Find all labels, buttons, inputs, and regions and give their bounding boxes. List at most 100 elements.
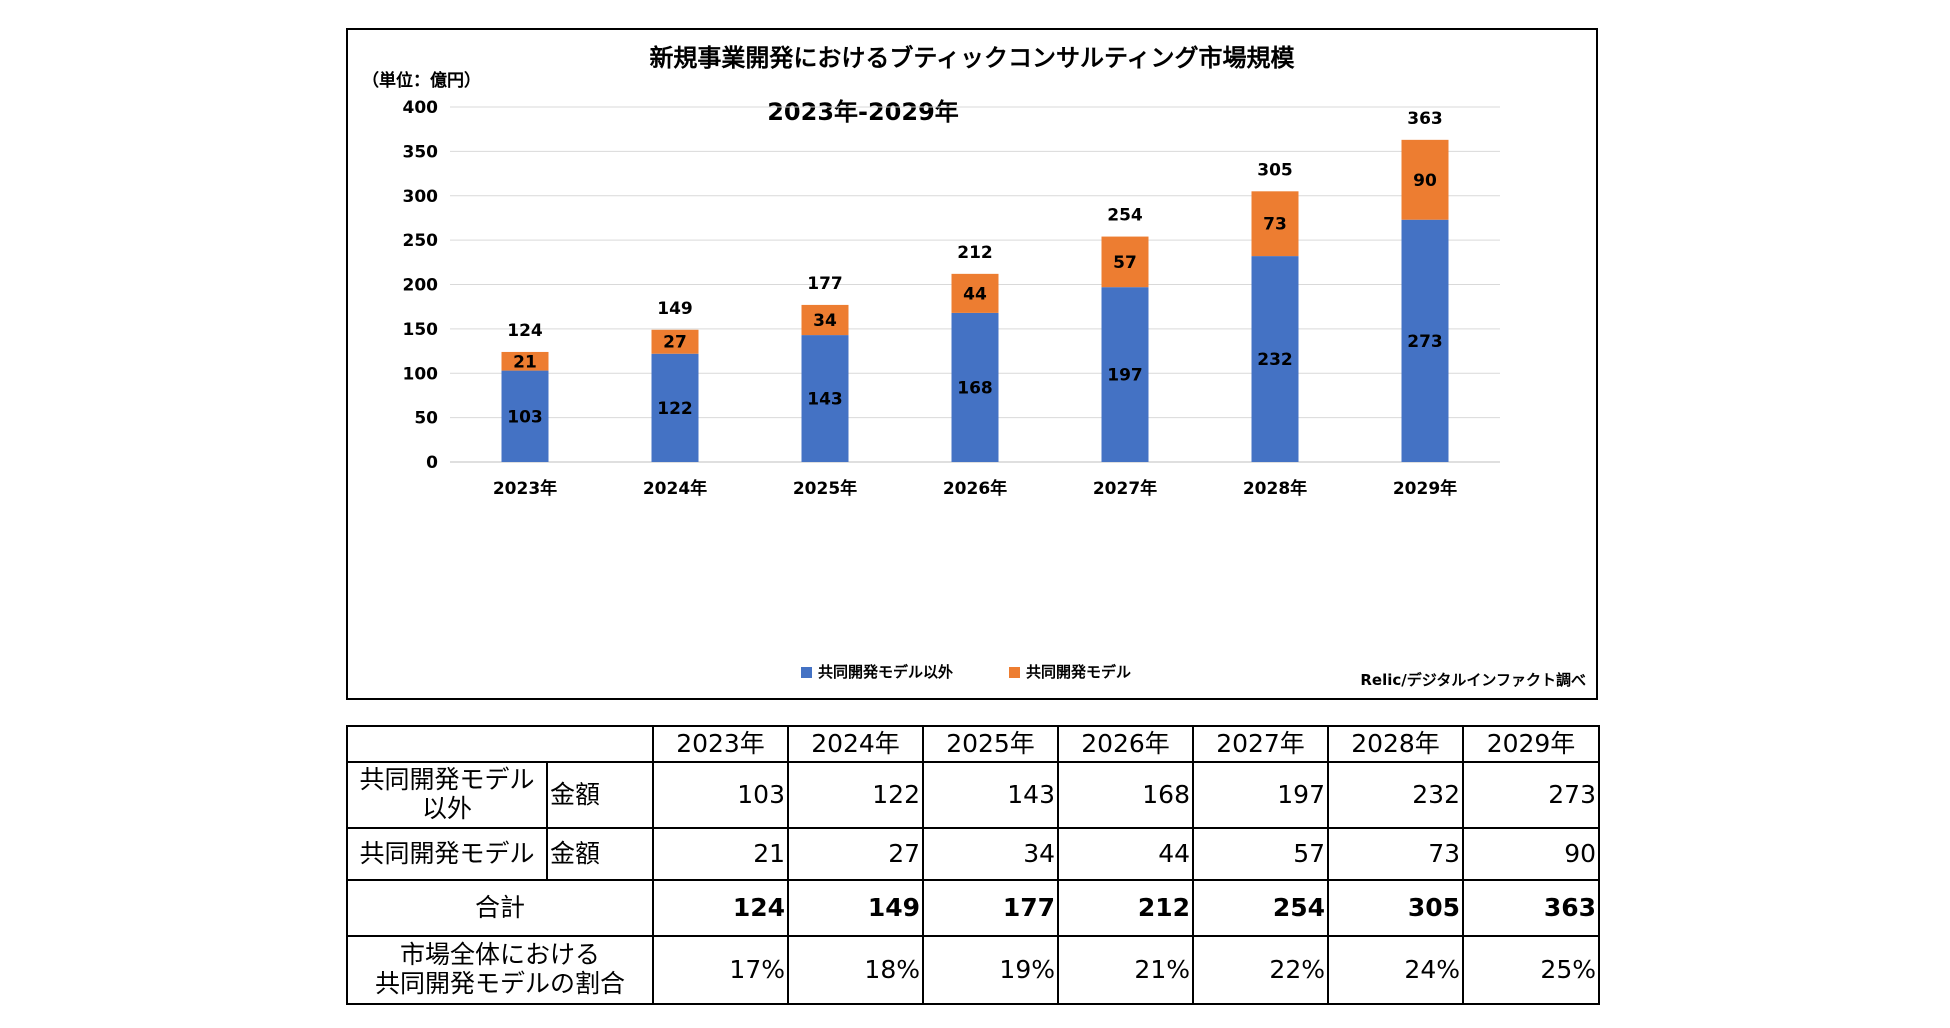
table-cell: 44 (1057, 827, 1194, 881)
table-header-cell: 2027年 (1192, 725, 1329, 763)
bar-segment-series-1 (951, 273, 999, 313)
chart-subtitle: 2023年-2029年 (767, 98, 959, 126)
data-label: 90 (1413, 171, 1437, 191)
table-cell: 21 (652, 827, 789, 881)
table-cell: 212 (1057, 879, 1194, 937)
data-label: 168 (957, 378, 993, 398)
total-label: 124 (507, 321, 543, 341)
table-row-joint: 共同開発モデル 金額 21 27 34 44 57 73 90 (346, 827, 1600, 881)
x-tick-label: 2024年 (643, 478, 707, 499)
data-label: 27 (663, 333, 687, 353)
table-cell: 25% (1462, 935, 1600, 1005)
unit-label: （単位：億円） (362, 70, 481, 91)
data-label: 44 (963, 284, 987, 304)
data-label: 143 (807, 390, 843, 410)
table-row-share: 市場全体における 共同開発モデルの割合 17% 18% 19% 21% 22% 2… (346, 935, 1600, 1005)
row-label: 共同開発モデル 以外 (346, 761, 548, 829)
bar-segment-series-0 (651, 353, 699, 462)
table-corner-cell (346, 725, 654, 763)
table-cell: 143 (922, 761, 1059, 829)
y-tick-label: 100 (403, 364, 439, 384)
bar-segment-series-0 (801, 335, 849, 462)
y-tick-label: 400 (403, 98, 439, 118)
row-label: 共同開発モデル (346, 827, 548, 881)
bar-segment-series-1 (1101, 236, 1149, 288)
row-label-line1: 市場全体における (399, 940, 600, 970)
table-cell: 19% (922, 935, 1059, 1005)
source-note: Relic/デジタルインファクト調べ (1360, 671, 1586, 689)
y-tick-label: 300 (403, 187, 439, 207)
legend-swatch-series-0 (801, 667, 812, 678)
table-cell: 103 (652, 761, 789, 829)
table-header-row: 2023年 2024年 2025年 2026年 2027年 2028年 2029… (346, 725, 1600, 763)
table-cell: 149 (787, 879, 924, 937)
table-cell: 18% (787, 935, 924, 1005)
total-label: 177 (807, 274, 843, 294)
table-cell: 168 (1057, 761, 1194, 829)
bar-segment-series-1 (501, 351, 549, 371)
y-tick-label: 200 (403, 276, 439, 296)
bar-segment-series-0 (1401, 219, 1449, 462)
data-label: 34 (813, 311, 837, 331)
table-cell: 27 (787, 827, 924, 881)
table-cell: 197 (1192, 761, 1329, 829)
table-cell: 90 (1462, 827, 1600, 881)
y-tick-label: 150 (403, 320, 439, 340)
table-cell: 122 (787, 761, 924, 829)
table-row-total: 合計 124 149 177 212 254 305 363 (346, 879, 1600, 937)
row-label-line2: 共同開発モデルの割合 (374, 969, 625, 998)
data-label: 21 (513, 352, 537, 372)
table-cell: 34 (922, 827, 1059, 881)
bar-segment-series-0 (951, 312, 999, 462)
stacked-bar-chart: 新規事業開発におけるブティックコンサルティング市場規模 2023年-2029年 … (362, 44, 1586, 689)
legend: 共同開発モデル以外 共同開発モデル (801, 663, 1131, 681)
x-tick-label: 2026年 (943, 478, 1007, 499)
row-label-line2: 以外 (421, 794, 472, 823)
chart-frame: 新規事業開発におけるブティックコンサルティング市場規模 2023年-2029年 … (346, 28, 1598, 700)
table-header-cell: 2025年 (922, 725, 1059, 763)
bar-segment-series-0 (1101, 287, 1149, 462)
x-tick-label: 2023年 (493, 478, 557, 499)
table-cell: 57 (1192, 827, 1329, 881)
data-table: 2023年 2024年 2025年 2026年 2027年 2028年 2029… (346, 725, 1600, 1005)
table-header-cell: 2026年 (1057, 725, 1194, 763)
data-label: 73 (1263, 215, 1287, 235)
total-label: 149 (657, 299, 693, 319)
total-label: 212 (957, 243, 993, 263)
data-label: 197 (1107, 366, 1143, 386)
data-label: 232 (1257, 350, 1293, 370)
table-cell: 232 (1327, 761, 1464, 829)
x-tick-label: 2025年 (793, 478, 857, 499)
row-label: 合計 (346, 879, 654, 937)
grid-layer: 0 50 100 150 200 250 300 350 400 (403, 98, 1500, 473)
x-tick-label: 2027年 (1093, 478, 1157, 499)
y-tick-label: 0 (426, 453, 438, 473)
table-header-cell: 2023年 (652, 725, 789, 763)
table-cell: 254 (1192, 879, 1329, 937)
total-label: 254 (1107, 206, 1143, 226)
bar-segment-series-1 (1251, 191, 1299, 257)
legend-label-series-1: 共同開発モデル (1026, 663, 1131, 681)
row-label: 市場全体における 共同開発モデルの割合 (346, 935, 654, 1005)
table-cell: 273 (1462, 761, 1600, 829)
x-tick-label: 2028年 (1243, 478, 1307, 499)
data-label: 273 (1407, 332, 1443, 352)
table-cell: 17% (652, 935, 789, 1005)
y-tick-label: 50 (414, 409, 438, 429)
y-tick-label: 350 (403, 142, 439, 162)
table-cell: 177 (922, 879, 1059, 937)
table-cell: 124 (652, 879, 789, 937)
table-header-cell: 2029年 (1462, 725, 1600, 763)
bar-segment-series-1 (1401, 139, 1449, 220)
table-cell: 305 (1327, 879, 1464, 937)
bars-layer: 103 21 124 2023年 122 27 149 2024年 143 34 177 2025年 1… (493, 109, 1457, 499)
data-label: 103 (507, 407, 543, 427)
row-label-line1: 共同開発モデル (359, 765, 535, 795)
total-label: 363 (1407, 109, 1443, 129)
y-tick-label: 250 (403, 231, 439, 251)
table-header-cell: 2028年 (1327, 725, 1464, 763)
bar-segment-series-0 (501, 370, 549, 462)
table-cell: 73 (1327, 827, 1464, 881)
x-tick-label: 2029年 (1393, 478, 1457, 499)
row-sublabel: 金額 (546, 827, 654, 881)
